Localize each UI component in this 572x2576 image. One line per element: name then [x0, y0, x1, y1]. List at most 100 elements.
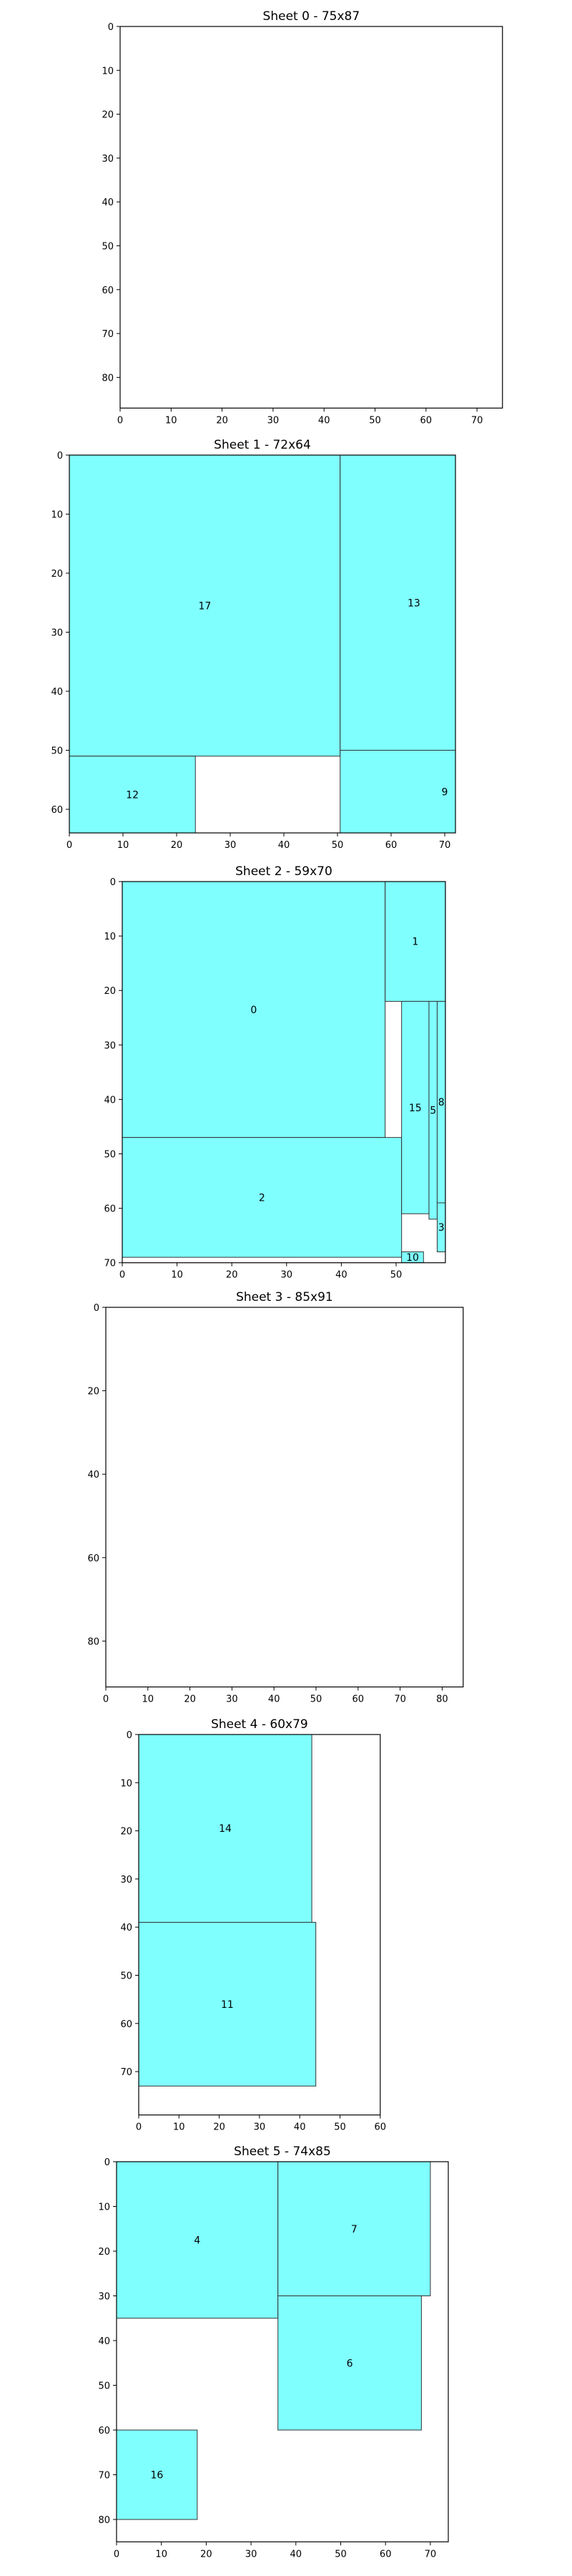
- y-tick-label: 30: [98, 2292, 110, 2303]
- y-tick-label: 10: [51, 510, 63, 521]
- rect-label: 14: [219, 1823, 232, 1835]
- y-tick-label: 0: [94, 1303, 99, 1314]
- x-tick-label: 20: [226, 1270, 238, 1281]
- y-tick-label: 60: [98, 2426, 110, 2436]
- rect-label: 1: [412, 937, 418, 948]
- rects-group: 14 11: [139, 1735, 317, 2087]
- y-tick-label: 50: [98, 2381, 110, 2392]
- rect-label: 10: [406, 1252, 419, 1264]
- rect-label: 0: [250, 1005, 257, 1016]
- packed-rect-6: [277, 2296, 422, 2431]
- sheet-panel-5: Sheet 5 - 74x85 4 7 6 16 0 10 20 30 40 50 60 70 0 10 20…: [98, 2145, 449, 2560]
- x-tick-label: 50: [310, 1694, 322, 1705]
- x-tick-label: 30: [267, 415, 280, 426]
- x-tick-label: 70: [439, 840, 451, 851]
- rects-group: 4 7 6 16: [117, 2162, 431, 2520]
- x-tick-label: 60: [380, 2549, 392, 2560]
- x-tick-label: 30: [245, 2549, 257, 2560]
- x-tick-label: 40: [335, 1270, 347, 1281]
- y-tick-label: 30: [102, 154, 114, 165]
- x-tick-label: 10: [165, 415, 177, 426]
- y-tick-label: 50: [120, 1971, 132, 1982]
- x-tick-label: 30: [225, 840, 237, 851]
- x-tick-label: 20: [171, 840, 183, 851]
- sheet-panel-3: Sheet 3 - 85x91 0 10 20 30 40 50 60 70 80 0 20 40 60 8…: [87, 1290, 464, 1705]
- rect-label: 16: [151, 2470, 164, 2482]
- y-tick-label: 70: [120, 2067, 132, 2078]
- y-tick-label: 60: [102, 286, 114, 296]
- packed-rect-14: [139, 1735, 312, 1923]
- packed-rect-9: [340, 750, 455, 833]
- x-tick-label: 30: [254, 2122, 266, 2133]
- x-tick-label: 60: [420, 415, 433, 426]
- x-tick-label: 50: [335, 2549, 347, 2560]
- x-tick-label: 60: [385, 840, 398, 851]
- rect-label: 8: [438, 1097, 445, 1108]
- sheet-panel-2: Sheet 2 - 59x70 0 1 2 15 58 3 10 0 10 20 30 40 50 0 10 2…: [104, 864, 446, 1281]
- y-tick-label: 80: [87, 1636, 99, 1647]
- x-tick-label: 30: [281, 1270, 293, 1281]
- y-tick-label: 40: [102, 197, 114, 208]
- y-tick-label: 60: [87, 1553, 99, 1564]
- y-tick-label: 50: [104, 1150, 116, 1161]
- packed-rect-16: [117, 2429, 198, 2520]
- rect-label: 4: [194, 2235, 200, 2246]
- x-tick-label: 80: [436, 1694, 448, 1705]
- axes-frame: [119, 26, 503, 409]
- x-tick-label: 60: [352, 1694, 365, 1705]
- packed-rect-2: [122, 1137, 403, 1258]
- axes-frame: [105, 1307, 464, 1688]
- y-tick-label: 40: [87, 1470, 99, 1480]
- rects-group: 17 13 12 9: [69, 455, 455, 833]
- y-tick-label: 0: [57, 451, 63, 462]
- y-tick-label: 30: [104, 1040, 116, 1051]
- y-tick-label: 70: [102, 329, 114, 340]
- x-tick-label: 20: [216, 415, 228, 426]
- sheet-panel-1: Sheet 1 - 72x64 17 13 12 9 0 10 20 30 40 50 60 70 0 10…: [51, 438, 456, 851]
- x-tick-label: 10: [117, 840, 129, 851]
- x-tick-label: 70: [471, 415, 483, 426]
- y-tick-label: 20: [104, 986, 116, 997]
- y-tick-label: 0: [110, 877, 116, 888]
- x-tick-label: 40: [278, 840, 290, 851]
- sheet-title: Sheet 2 - 59x70: [235, 864, 332, 879]
- rect-label: 12: [126, 789, 139, 801]
- y-tick-label: 30: [51, 628, 63, 639]
- packed-rect-11: [139, 1921, 317, 2087]
- x-tick-label: 50: [332, 840, 344, 851]
- x-tick-label: 20: [213, 2122, 225, 2133]
- y-tick-label: 80: [102, 373, 114, 384]
- rect-label: 5: [430, 1106, 436, 1117]
- y-tick-label: 20: [120, 1827, 132, 1838]
- y-tick-label: 50: [51, 746, 63, 757]
- x-tick-label: 0: [114, 2549, 119, 2560]
- axes-frame: [122, 881, 446, 1264]
- y-tick-label: 80: [98, 2515, 110, 2526]
- y-tick-label: 50: [102, 242, 114, 253]
- y-tick-label: 60: [120, 2019, 132, 2030]
- x-tick-label: 0: [117, 415, 123, 426]
- sheet-title: Sheet 1 - 72x64: [214, 438, 311, 452]
- x-tick-label: 0: [66, 840, 72, 851]
- x-tick-label: 0: [103, 1694, 109, 1705]
- rect-label: 17: [198, 600, 211, 612]
- x-tick-label: 70: [394, 1694, 406, 1705]
- y-tick-label: 60: [104, 1204, 116, 1215]
- packed-rect-4: [117, 2162, 279, 2319]
- y-tick-label: 70: [104, 1259, 116, 1269]
- x-tick-label: 60: [375, 2122, 387, 2133]
- y-tick-label: 10: [104, 932, 116, 942]
- y-tick-label: 10: [120, 1778, 132, 1789]
- x-tick-label: 40: [294, 2122, 306, 2133]
- rect-label: 3: [438, 1222, 445, 1234]
- x-tick-label: 10: [142, 1694, 154, 1705]
- x-tick-label: 0: [119, 1270, 125, 1281]
- packed-rect-15: [401, 1000, 430, 1214]
- x-tick-label: 50: [334, 2122, 346, 2133]
- x-tick-label: 10: [155, 2549, 167, 2560]
- y-tick-label: 40: [51, 687, 63, 698]
- y-tick-label: 0: [104, 2157, 110, 2168]
- x-tick-label: 40: [318, 415, 330, 426]
- y-tick-label: 10: [102, 66, 114, 77]
